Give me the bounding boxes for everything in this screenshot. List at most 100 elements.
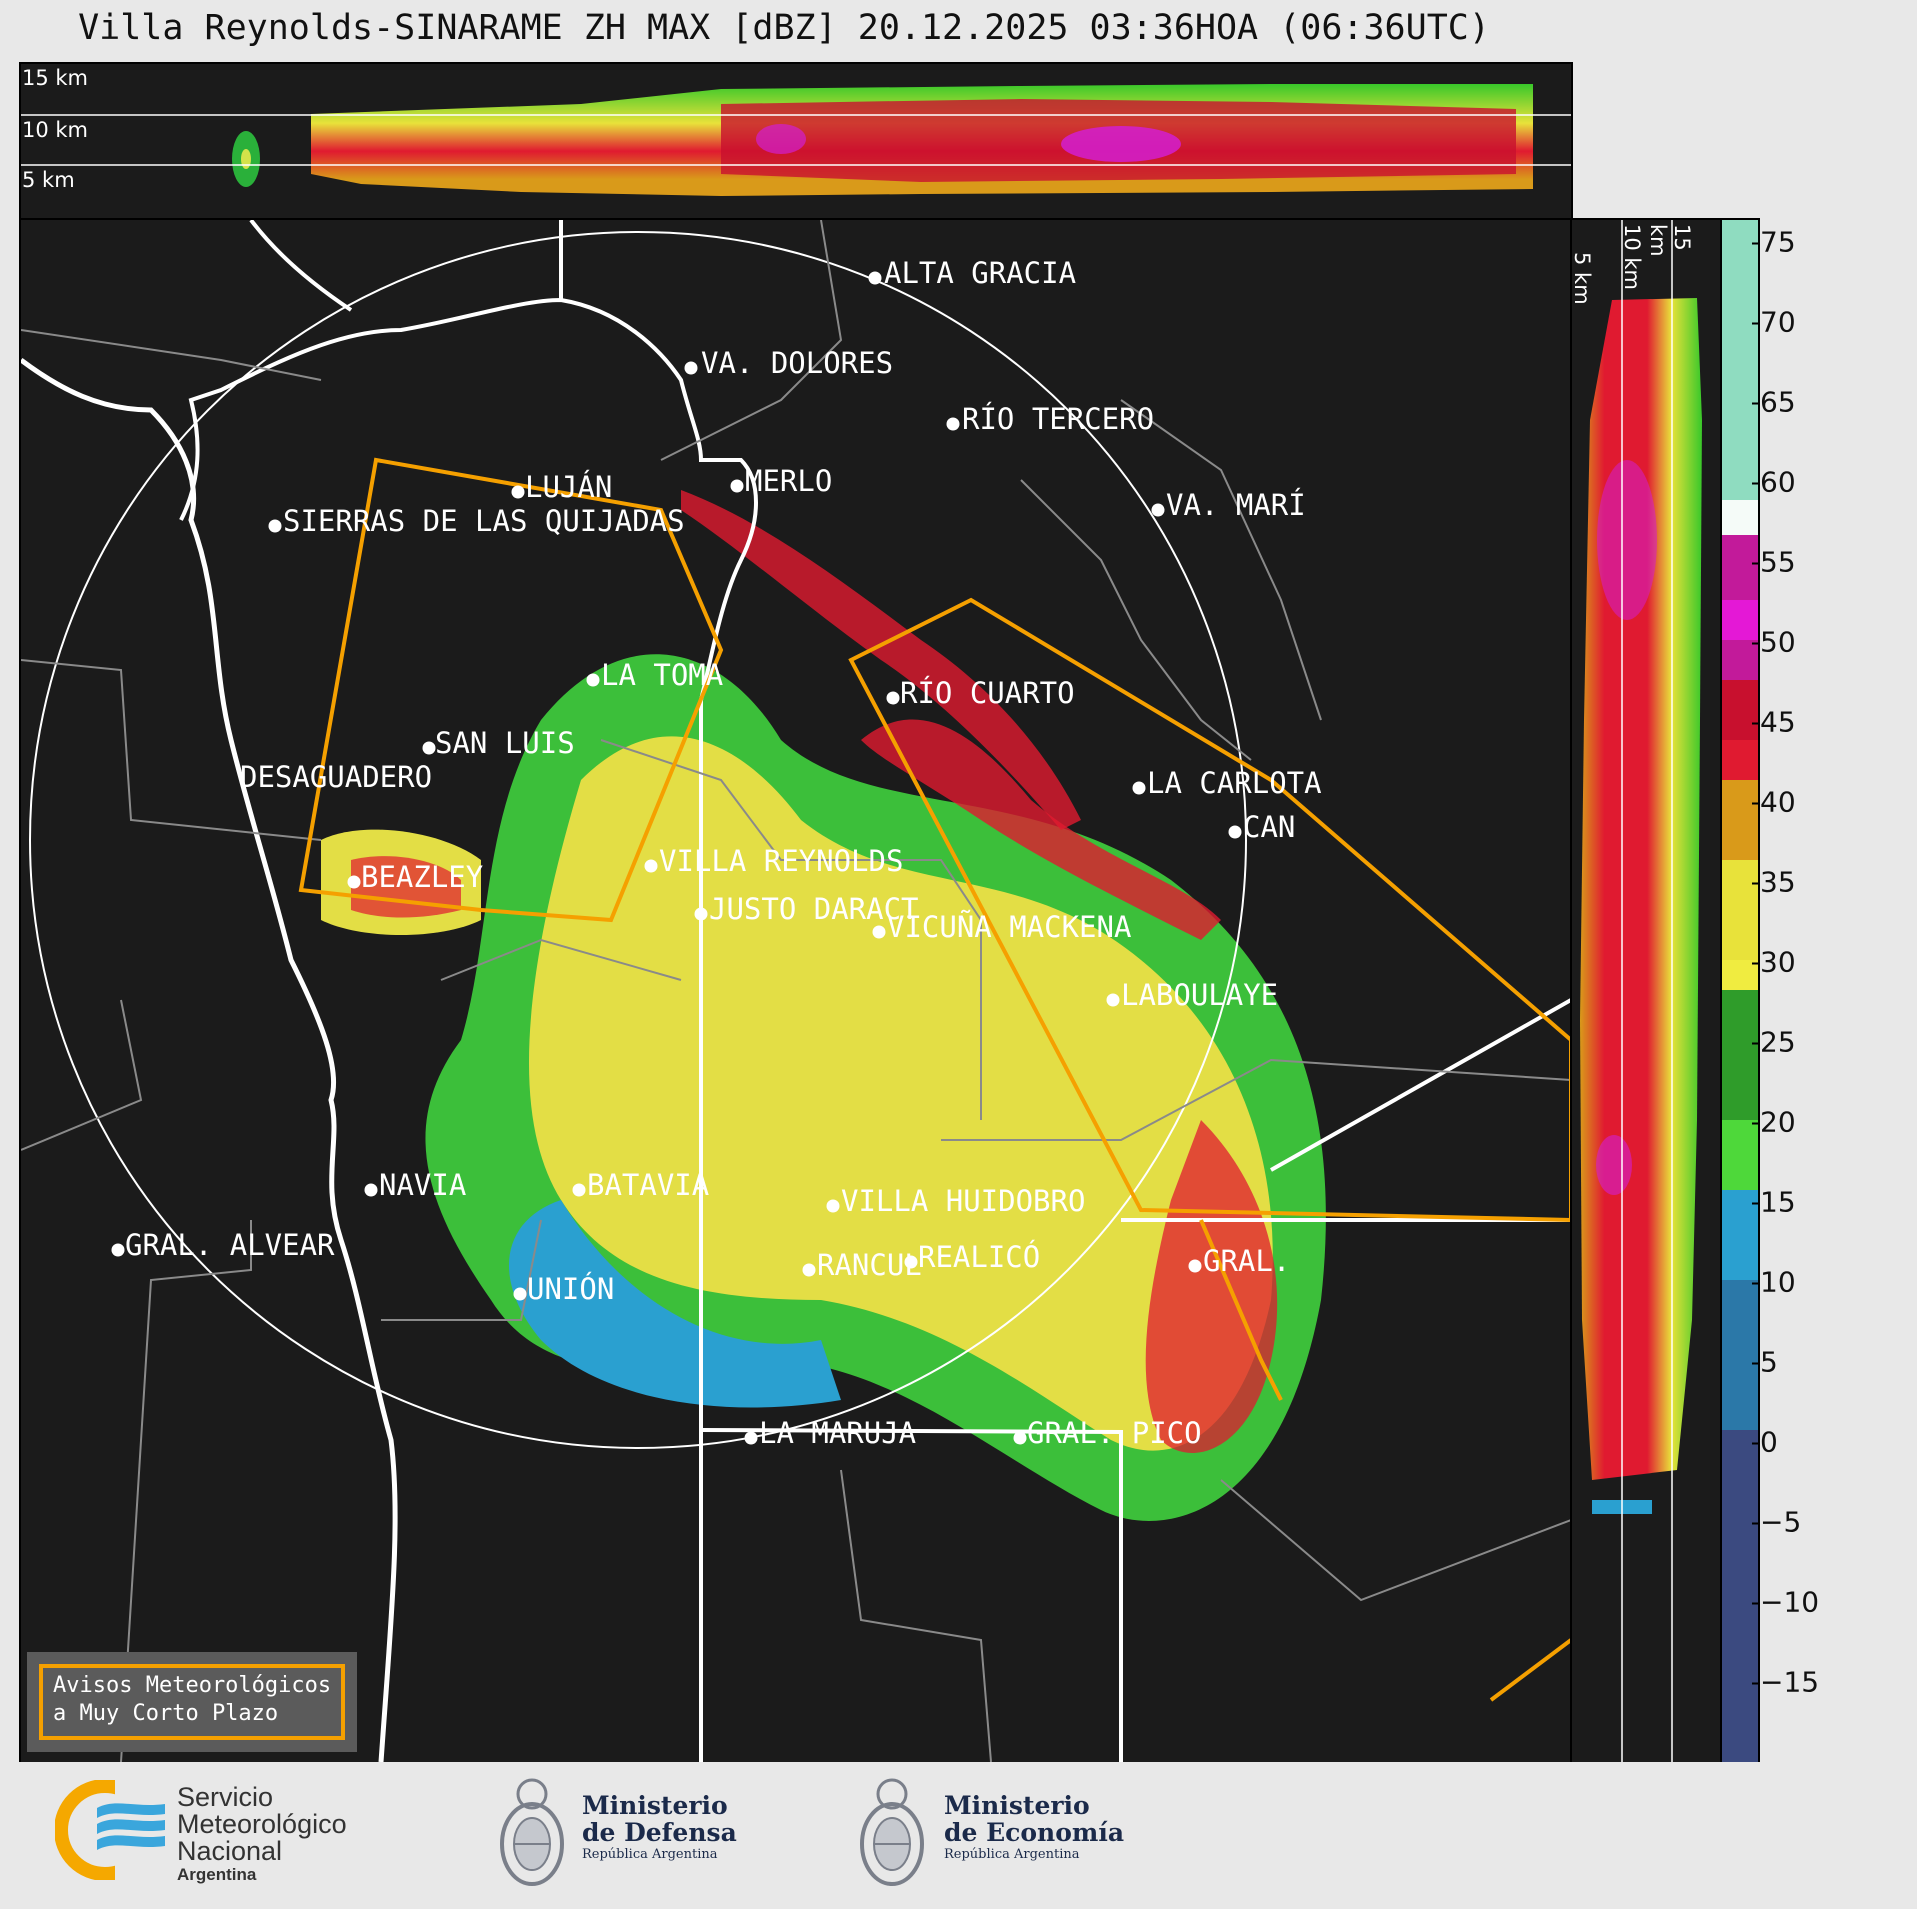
colorbar-tick: 75 <box>1752 225 1796 259</box>
city-marker <box>730 479 744 493</box>
city-label: LUJÁN <box>525 470 613 504</box>
economia-line3: República Argentina <box>944 1847 1080 1862</box>
city-label: BATAVIA <box>587 1168 710 1202</box>
city-marker <box>694 907 708 921</box>
city-marker <box>111 1243 125 1257</box>
defensa-logo-text: Ministerio de Defensa República Argentin… <box>582 1792 737 1864</box>
city-label: VILLA REYNOLDS <box>659 844 904 878</box>
economia-logo-text: Ministerio de Economía República Argenti… <box>944 1792 1124 1864</box>
city-label: RANCUL <box>817 1248 922 1282</box>
smn-logo-text: Servicio Meteorológico Nacional Argentin… <box>177 1784 347 1885</box>
colorbar-tick: 10 <box>1752 1265 1796 1299</box>
colorbar-scale <box>1722 220 1758 1762</box>
smn-logo-icon <box>55 1780 170 1880</box>
colorbar-tick: 40 <box>1752 785 1796 819</box>
city-label: UNIÓN <box>527 1272 615 1306</box>
right-cross-section-echo <box>1580 220 1702 1762</box>
top-cross-section-echo <box>21 84 1571 196</box>
city-label: VA. DOLORES <box>701 346 894 380</box>
defensa-line1: Ministerio <box>582 1791 728 1820</box>
radar-echo-layer <box>21 220 1571 1762</box>
city-label: VA. MARÍ <box>1166 488 1306 522</box>
footer-logos: Servicio Meteorológico Nacional Argentin… <box>0 1762 1917 1909</box>
coat-of-arms-icon <box>500 1778 564 1886</box>
economia-line2: de Economía <box>944 1818 1125 1847</box>
avisos-line2: a Muy Corto Plazo <box>53 1701 279 1726</box>
city-marker <box>364 1183 378 1197</box>
city-label: SAN LUIS <box>435 726 575 760</box>
city-marker <box>684 361 698 375</box>
city-marker <box>1106 993 1120 1007</box>
avisos-legend: Avisos Meteorológicos a Muy Corto Plazo <box>27 1652 357 1752</box>
city-marker <box>946 417 960 431</box>
smn-line4: Argentina <box>177 1865 257 1884</box>
city-label: VICUÑA MACKENA <box>887 910 1132 944</box>
city-label: DESAGUADERO <box>240 760 433 794</box>
city-label: RÍO TERCERO <box>962 402 1155 436</box>
city-marker <box>1228 825 1242 839</box>
top-cross-section-panel: 15 km 10 km 5 km <box>19 62 1573 222</box>
smn-line2: Meteorológico <box>177 1809 347 1839</box>
radar-site-marker <box>644 859 658 873</box>
colorbar-tick: −10 <box>1751 1585 1820 1619</box>
city-label: REALICÓ <box>918 1240 1041 1274</box>
city-marker <box>511 485 525 499</box>
colorbar-tick: 60 <box>1752 465 1796 499</box>
height-label: 10 km <box>1620 224 1644 291</box>
height-label: 5 km <box>22 168 75 192</box>
right-cross-section-panel: 5 km 10 km 15 km <box>1570 218 1724 1764</box>
city-label: JUSTO DARACT <box>709 892 919 926</box>
city-marker <box>1188 1259 1202 1273</box>
colorbar-tick: 70 <box>1752 305 1796 339</box>
city-marker <box>513 1287 527 1301</box>
colorbar-tick: −15 <box>1751 1665 1820 1699</box>
colorbar-tick: 65 <box>1752 385 1796 419</box>
city-marker <box>1132 781 1146 795</box>
city-label: MERLO <box>745 464 833 498</box>
city-label: VILLA HUIDOBRO <box>841 1184 1086 1218</box>
avisos-legend-frame: Avisos Meteorológicos a Muy Corto Plazo <box>39 1664 345 1740</box>
colorbar-tick: 55 <box>1752 545 1796 579</box>
colorbar-tick: 5 <box>1752 1345 1778 1379</box>
smn-line3: Nacional <box>177 1836 283 1866</box>
city-label: RÍO CUARTO <box>900 676 1075 710</box>
height-label: 10 km <box>22 118 89 142</box>
colorbar-tick: 0 <box>1752 1425 1778 1459</box>
radar-map[interactable]: ALTA GRACIA VA. DOLORES RÍO TERCERO MERL… <box>19 218 1573 1764</box>
city-label: GRAL. PICO <box>1027 1416 1202 1450</box>
city-label: LA TOMA <box>601 658 724 692</box>
dbz-colorbar <box>1720 218 1760 1764</box>
city-label: GRAL. ALVEAR <box>125 1228 335 1262</box>
city-marker <box>904 1255 918 1269</box>
city-marker <box>1013 1431 1027 1445</box>
city-label: LABOULAYE <box>1121 978 1279 1012</box>
map-title: Villa Reynolds-SINARAME ZH MAX [dBZ] 20.… <box>78 8 1490 48</box>
city-marker <box>868 271 882 285</box>
city-marker <box>744 1431 758 1445</box>
city-label: LA CARLOTA <box>1147 766 1322 800</box>
city-marker <box>572 1183 586 1197</box>
city-label: BEAZLEY <box>361 860 484 894</box>
city-label: NAVIA <box>379 1168 467 1202</box>
city-marker <box>802 1263 816 1277</box>
defensa-line3: República Argentina <box>582 1847 718 1862</box>
avisos-line1: Avisos Meteorológicos <box>53 1673 332 1698</box>
colorbar-tick: 25 <box>1752 1025 1796 1059</box>
height-label: 15 km <box>1646 224 1694 257</box>
height-label: 15 km <box>22 66 89 90</box>
city-marker <box>347 875 361 889</box>
city-label: GRAL. <box>1203 1244 1291 1278</box>
economia-line1: Ministerio <box>944 1791 1090 1820</box>
colorbar-tick: 15 <box>1752 1185 1796 1219</box>
coat-of-arms-icon <box>860 1778 924 1886</box>
colorbar-tick: 50 <box>1752 625 1796 659</box>
height-label: 5 km <box>1570 252 1594 305</box>
colorbar-tick: 30 <box>1752 945 1796 979</box>
city-marker <box>422 741 436 755</box>
city-marker <box>586 673 600 687</box>
city-label: SIERRAS DE LAS QUIJADAS <box>283 504 685 538</box>
smn-line1: Servicio <box>177 1782 274 1812</box>
colorbar-tick: 20 <box>1752 1105 1796 1139</box>
city-marker <box>886 691 900 705</box>
defensa-line2: de Defensa <box>582 1818 737 1847</box>
